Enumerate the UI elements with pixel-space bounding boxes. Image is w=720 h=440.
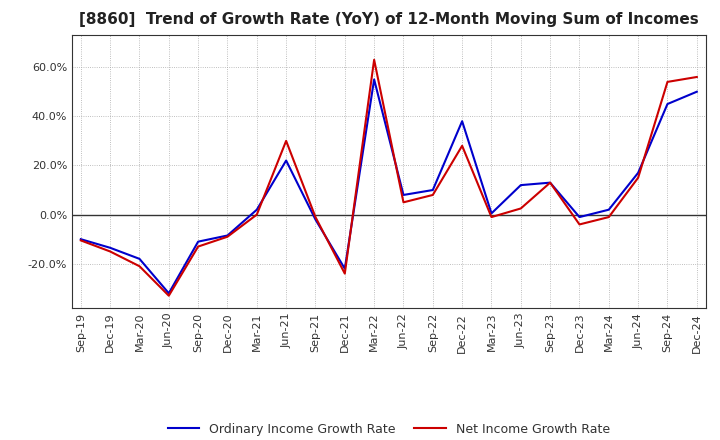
Ordinary Income Growth Rate: [634, 170, 642, 176]
Ordinary Income Growth Rate: [194, 239, 202, 244]
Line: Ordinary Income Growth Rate: Ordinary Income Growth Rate: [81, 80, 697, 293]
Line: Net Income Growth Rate: Net Income Growth Rate: [81, 60, 697, 296]
Net Income Growth Rate: [253, 212, 261, 217]
Net Income Growth Rate: [135, 264, 144, 269]
Ordinary Income Growth Rate: [487, 211, 496, 216]
Ordinary Income Growth Rate: [370, 77, 379, 82]
Net Income Growth Rate: [458, 143, 467, 148]
Title: [8860]  Trend of Growth Rate (YoY) of 12-Month Moving Sum of Incomes: [8860] Trend of Growth Rate (YoY) of 12-…: [79, 12, 698, 27]
Net Income Growth Rate: [194, 244, 202, 249]
Legend: Ordinary Income Growth Rate, Net Income Growth Rate: Ordinary Income Growth Rate, Net Income …: [163, 418, 615, 440]
Net Income Growth Rate: [663, 79, 672, 84]
Net Income Growth Rate: [605, 214, 613, 220]
Ordinary Income Growth Rate: [311, 217, 320, 222]
Ordinary Income Growth Rate: [605, 207, 613, 213]
Net Income Growth Rate: [693, 74, 701, 80]
Net Income Growth Rate: [76, 238, 85, 243]
Net Income Growth Rate: [106, 249, 114, 254]
Net Income Growth Rate: [164, 293, 173, 298]
Ordinary Income Growth Rate: [253, 207, 261, 213]
Net Income Growth Rate: [546, 180, 554, 185]
Ordinary Income Growth Rate: [164, 290, 173, 296]
Ordinary Income Growth Rate: [428, 187, 437, 193]
Net Income Growth Rate: [634, 175, 642, 180]
Net Income Growth Rate: [575, 222, 584, 227]
Ordinary Income Growth Rate: [516, 183, 525, 188]
Ordinary Income Growth Rate: [693, 89, 701, 94]
Ordinary Income Growth Rate: [399, 192, 408, 198]
Ordinary Income Growth Rate: [663, 101, 672, 106]
Ordinary Income Growth Rate: [223, 233, 232, 238]
Net Income Growth Rate: [282, 138, 290, 143]
Net Income Growth Rate: [370, 57, 379, 62]
Net Income Growth Rate: [399, 200, 408, 205]
Ordinary Income Growth Rate: [282, 158, 290, 163]
Net Income Growth Rate: [341, 271, 349, 276]
Net Income Growth Rate: [428, 192, 437, 198]
Net Income Growth Rate: [516, 206, 525, 211]
Ordinary Income Growth Rate: [341, 266, 349, 271]
Net Income Growth Rate: [223, 234, 232, 239]
Ordinary Income Growth Rate: [458, 118, 467, 124]
Ordinary Income Growth Rate: [546, 180, 554, 185]
Ordinary Income Growth Rate: [135, 256, 144, 261]
Ordinary Income Growth Rate: [76, 237, 85, 242]
Ordinary Income Growth Rate: [106, 245, 114, 250]
Net Income Growth Rate: [311, 214, 320, 220]
Net Income Growth Rate: [487, 214, 496, 220]
Ordinary Income Growth Rate: [575, 214, 584, 220]
